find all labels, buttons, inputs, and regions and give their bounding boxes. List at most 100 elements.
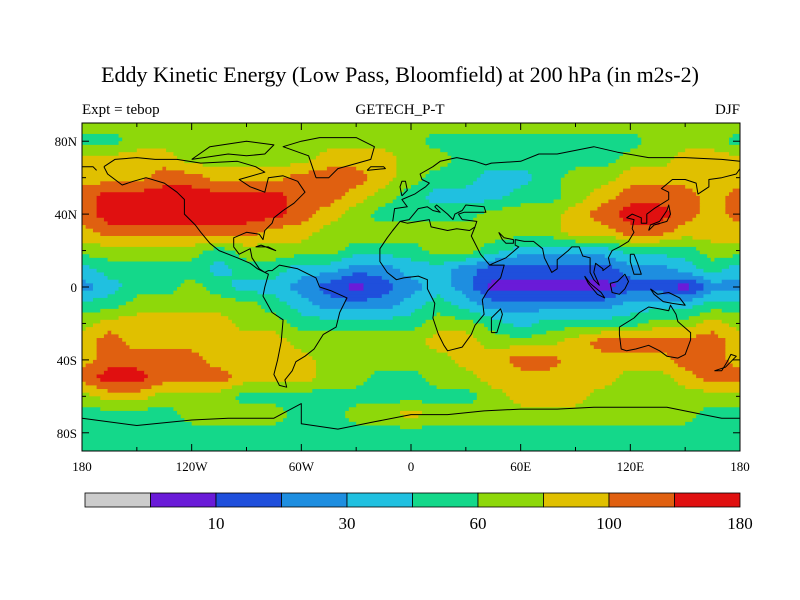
- colorbar-label: 10: [208, 514, 225, 533]
- field-cell: [82, 239, 302, 244]
- field-cell: [619, 192, 697, 197]
- field-cell: [239, 392, 478, 397]
- field-cell: [400, 399, 423, 405]
- field-cell: [82, 217, 105, 222]
- field-cell: [82, 192, 101, 197]
- field-cell: [414, 308, 471, 314]
- colorbar-box: [150, 492, 217, 508]
- field-cell: [96, 210, 288, 215]
- field-cell: [231, 385, 357, 390]
- field-cell: [663, 290, 697, 295]
- field-cell: [396, 170, 430, 175]
- field-cell: [480, 378, 617, 383]
- field-cell: [155, 170, 185, 175]
- field-cell: [228, 265, 291, 270]
- field-cell: [421, 399, 474, 405]
- field-cell: [421, 410, 701, 416]
- field-cell: [473, 287, 489, 292]
- x-tick-label: 120E: [617, 459, 645, 474]
- field-cell: [484, 199, 555, 204]
- field-cell: [224, 261, 332, 266]
- field-cell: [198, 254, 240, 259]
- field-cell: [136, 148, 167, 153]
- field-cell: [89, 254, 200, 259]
- field-cell: [96, 268, 211, 274]
- field-cell: [315, 210, 346, 215]
- field-cell: [177, 155, 317, 161]
- field-cell: [476, 396, 511, 401]
- field-cell: [692, 235, 740, 241]
- field-cell: [228, 370, 317, 376]
- field-cell: [593, 389, 705, 394]
- field-cell: [411, 257, 467, 263]
- field-cell: [696, 214, 730, 219]
- field-cell: [630, 239, 661, 244]
- field-cell: [301, 312, 412, 317]
- field-cell: [729, 192, 740, 197]
- field-cell: [133, 297, 237, 303]
- field-cell: [473, 217, 562, 222]
- field-cell: [721, 279, 740, 284]
- field-cell: [699, 203, 726, 208]
- field-cell: [82, 163, 204, 168]
- field-cell: [82, 174, 153, 179]
- x-tick-label: 180: [72, 459, 92, 474]
- field-cell: [666, 163, 740, 168]
- coastlines: [82, 137, 740, 430]
- field-cell: [297, 308, 416, 314]
- field-cell: [82, 363, 87, 368]
- field-cell: [484, 243, 620, 248]
- field-cell: [308, 159, 397, 164]
- field-cell: [590, 392, 740, 397]
- field-cell: [670, 210, 701, 215]
- field-cell: [231, 319, 288, 325]
- field-cell: [703, 389, 740, 394]
- field-cell: [191, 184, 357, 190]
- field-cell: [264, 308, 299, 314]
- coastline: [470, 226, 490, 266]
- field-cell: [414, 290, 463, 295]
- field-cell: [615, 228, 675, 233]
- field-cell: [509, 359, 562, 365]
- field-cell: [418, 243, 485, 248]
- field-cell: [425, 338, 478, 343]
- field-cell: [458, 265, 489, 270]
- field-cell: [473, 276, 631, 281]
- field-cell: [677, 381, 740, 386]
- field-cell: [315, 374, 372, 379]
- field-cell: [326, 166, 357, 171]
- field-cell: [367, 174, 397, 179]
- field-cell: [173, 152, 321, 157]
- field-cell: [92, 323, 237, 328]
- field-cell: [663, 217, 694, 222]
- field-cell: [509, 192, 562, 197]
- field-cell: [476, 392, 507, 397]
- field-cell: [389, 290, 416, 295]
- field-cell: [323, 225, 562, 230]
- field-cell: [184, 418, 284, 423]
- field-cell: [590, 341, 726, 346]
- field-cell: [527, 170, 569, 175]
- field-cell: [96, 352, 200, 357]
- field-cell: [403, 272, 452, 277]
- field-cell: [590, 192, 620, 197]
- field-cell: [283, 177, 368, 182]
- field-cell: [601, 221, 631, 226]
- field-cell: [619, 214, 672, 219]
- colorbar-label: 100: [596, 514, 622, 533]
- field-cell: [703, 287, 740, 292]
- coastline: [379, 168, 740, 352]
- field-cell: [345, 192, 376, 197]
- field-cell: [568, 206, 599, 212]
- field-cell: [666, 206, 701, 212]
- field-cell: [118, 133, 430, 139]
- field-cell: [82, 330, 109, 335]
- field-cell: [400, 301, 427, 306]
- field-cell: [392, 254, 485, 259]
- field-cell: [725, 348, 740, 354]
- field-cell: [82, 184, 164, 190]
- field-cell: [107, 294, 138, 299]
- field-cell: [103, 272, 215, 277]
- field-cell: [670, 159, 740, 164]
- field-cell: [732, 254, 740, 259]
